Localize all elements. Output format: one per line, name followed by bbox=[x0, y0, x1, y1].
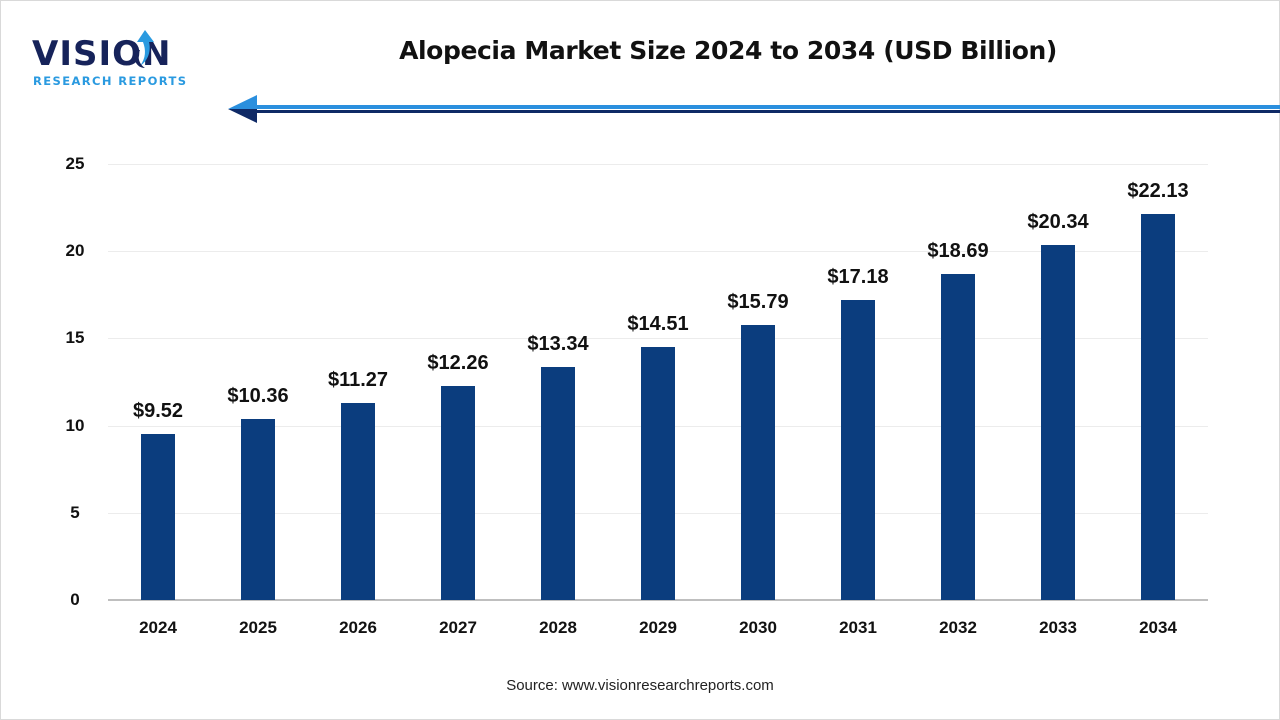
y-tick-label: 15 bbox=[65, 328, 85, 347]
gridline bbox=[108, 251, 1208, 252]
y-tick-label: 25 bbox=[65, 154, 85, 173]
x-tick-label: 2024 bbox=[139, 618, 177, 637]
value-label: $18.69 bbox=[927, 240, 989, 263]
bar-2030 bbox=[741, 324, 775, 600]
source-note: Source: www.visionresearchreports.com bbox=[506, 677, 774, 694]
x-tick-label: 2029 bbox=[639, 618, 677, 637]
x-tick-label: 2033 bbox=[1039, 618, 1077, 637]
x-axis-line bbox=[108, 599, 1208, 601]
bar-2024 bbox=[141, 433, 175, 600]
value-label: $13.34 bbox=[527, 333, 589, 356]
value-label: $20.34 bbox=[1027, 211, 1089, 234]
bar-2031 bbox=[841, 300, 875, 600]
logo-subtitle: RESEARCH REPORTS bbox=[33, 74, 188, 88]
y-tick-label: 5 bbox=[70, 503, 80, 522]
value-label: $14.51 bbox=[627, 312, 689, 335]
x-tick-label: 2027 bbox=[439, 618, 477, 637]
value-label: $11.27 bbox=[327, 369, 389, 392]
bar-2029 bbox=[641, 346, 675, 600]
decorative-arrow-icon bbox=[228, 95, 1280, 123]
x-tick-label: 2025 bbox=[239, 618, 277, 637]
gridline bbox=[108, 164, 1208, 165]
value-label: $15.79 bbox=[727, 290, 789, 313]
x-tick-label: 2030 bbox=[739, 618, 777, 637]
y-tick-label: 0 bbox=[70, 590, 80, 609]
bar-2032 bbox=[941, 274, 975, 600]
value-label: $12.26 bbox=[427, 352, 489, 375]
x-tick-label: 2034 bbox=[1139, 618, 1177, 637]
bar-2026 bbox=[341, 403, 375, 600]
x-tick-label: 2032 bbox=[939, 618, 977, 637]
bar-2028 bbox=[541, 367, 575, 600]
y-tick-label: 20 bbox=[65, 241, 85, 260]
value-label: $10.36 bbox=[227, 385, 289, 408]
y-tick-label: 10 bbox=[65, 416, 85, 435]
value-label: $22.13 bbox=[1127, 180, 1189, 203]
value-label: $17.18 bbox=[827, 266, 889, 289]
gridline bbox=[108, 338, 1208, 339]
logo-arrow-drop-icon bbox=[134, 30, 154, 68]
vision-logo: VISION RESEARCH REPORTS bbox=[32, 30, 186, 94]
bar-2034 bbox=[1141, 214, 1175, 600]
bar-2027 bbox=[441, 386, 475, 600]
x-tick-label: 2028 bbox=[539, 618, 577, 637]
x-tick-label: 2031 bbox=[839, 618, 877, 637]
value-label: $9.52 bbox=[132, 399, 184, 422]
x-tick-label: 2026 bbox=[339, 618, 377, 637]
bar-2025 bbox=[241, 419, 275, 600]
bar-2033 bbox=[1041, 245, 1075, 600]
chart-title: Alopecia Market Size 2024 to 2034 (USD B… bbox=[399, 36, 1057, 65]
